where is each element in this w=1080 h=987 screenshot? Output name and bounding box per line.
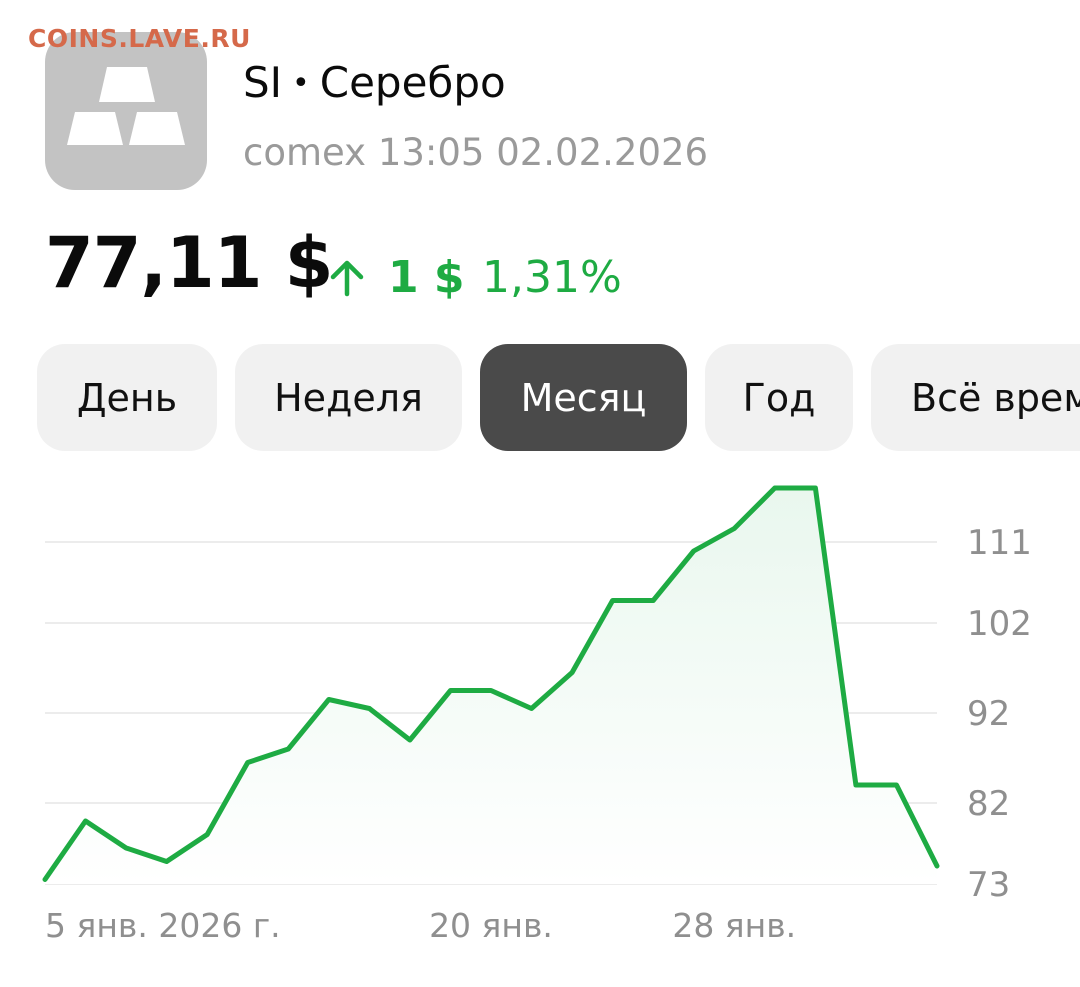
price-line bbox=[42, 485, 940, 882]
tab-year[interactable]: Год bbox=[705, 344, 853, 451]
change-absolute: 1 $ bbox=[388, 252, 465, 303]
y-tick-label: 82 bbox=[967, 784, 1010, 824]
price-area bbox=[45, 488, 937, 884]
exchange-name: comex bbox=[243, 131, 367, 174]
quote-time: 13:05 bbox=[377, 131, 485, 174]
instrument-name: Серебро bbox=[319, 58, 506, 107]
tab-all-time[interactable]: Всё время bbox=[871, 344, 1080, 451]
x-tick-label: 20 янв. bbox=[429, 906, 553, 945]
tab-week[interactable]: Неделя bbox=[235, 344, 462, 451]
y-tick-label: 111 bbox=[967, 523, 1032, 563]
ticker: SI bbox=[243, 58, 283, 107]
x-tick-label: 28 янв. bbox=[672, 906, 796, 945]
instrument-title: SI • Серебро bbox=[243, 58, 506, 107]
current-price: 77,11 $ bbox=[45, 222, 333, 304]
tab-month[interactable]: Месяц bbox=[480, 344, 687, 451]
y-tick-label: 92 bbox=[967, 694, 1010, 734]
period-tabs: День Неделя Месяц Год Всё время bbox=[0, 344, 1080, 452]
quote-meta: comex 13:05 02.02.2026 bbox=[243, 131, 708, 174]
silver-bars-icon bbox=[45, 32, 207, 190]
change-percent: 1,31% bbox=[482, 252, 622, 303]
y-tick-label: 73 bbox=[967, 865, 1010, 905]
y-tick-label: 102 bbox=[967, 604, 1032, 644]
separator-dot: • bbox=[292, 66, 310, 101]
x-tick-label: 5 янв. 2026 г. bbox=[45, 906, 281, 945]
tab-day[interactable]: День bbox=[37, 344, 217, 451]
arrow-up-icon bbox=[330, 260, 364, 297]
price-chart[interactable]: 111 102 92 82 73 5 янв. 2026 г. 20 янв. 28 янв. bbox=[0, 465, 1080, 965]
quote-date: 02.02.2026 bbox=[496, 131, 709, 174]
watermark: COINS.LAVE.RU bbox=[28, 24, 251, 53]
